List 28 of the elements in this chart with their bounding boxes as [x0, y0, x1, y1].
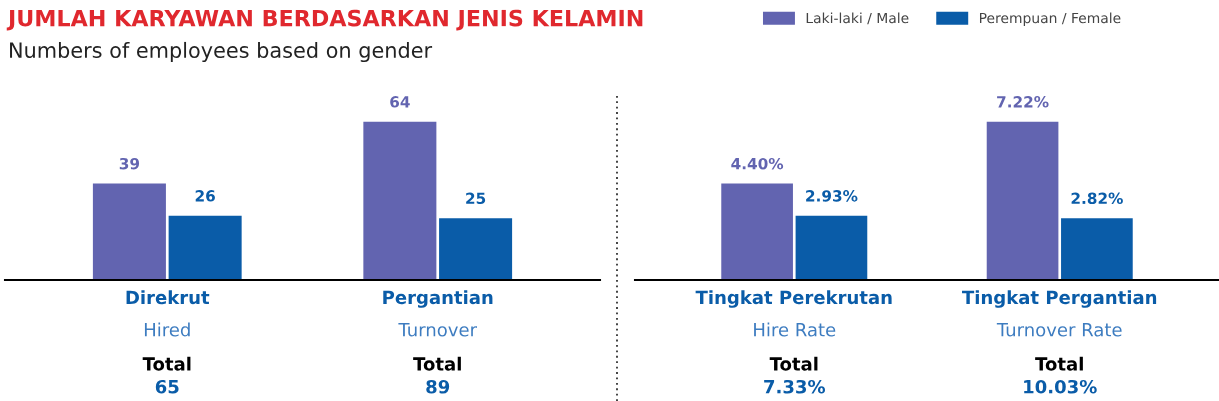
data-label: 4.40% [731, 157, 784, 170]
chart-subtitle: Numbers of employees based on gender [10, 41, 433, 63]
chart-title: JUMLAH KARYAWAN BERDASARKAN JENIS KELAMIN [6, 9, 643, 31]
data-label: 26 [195, 190, 215, 202]
x-tick-label: Tingkat Pergantian Turnover Rate [962, 290, 1157, 337]
data-label: 2.93% [806, 190, 858, 202]
text: Total 10.03% [1024, 356, 1097, 394]
text: Total 65 [142, 356, 191, 394]
bar [363, 121, 437, 280]
text: Total 89 [413, 356, 461, 394]
data-label: 25 [466, 192, 486, 205]
bar [721, 183, 793, 280]
data-label: 2.82% [1071, 192, 1123, 205]
legend-label: Perempuan / Female [979, 12, 1121, 26]
x-tick-label: Pergantian Turnover [383, 290, 493, 337]
x-tick-label: Tingkat Perekrutan Hire Rate [695, 290, 892, 337]
data-label: 7.22% [997, 96, 1049, 108]
text: Total 7.33% [764, 356, 826, 394]
bar [986, 121, 1059, 280]
bar [92, 183, 166, 280]
bar [168, 215, 242, 280]
legend-label: Laki-laki / Male [806, 12, 909, 25]
bar [439, 218, 513, 280]
data-label: 64 [390, 96, 410, 108]
x-tick-label: Direkrut Hired [126, 290, 210, 337]
bar [1061, 218, 1133, 280]
data-label: 39 [119, 157, 140, 170]
bar [795, 215, 868, 280]
